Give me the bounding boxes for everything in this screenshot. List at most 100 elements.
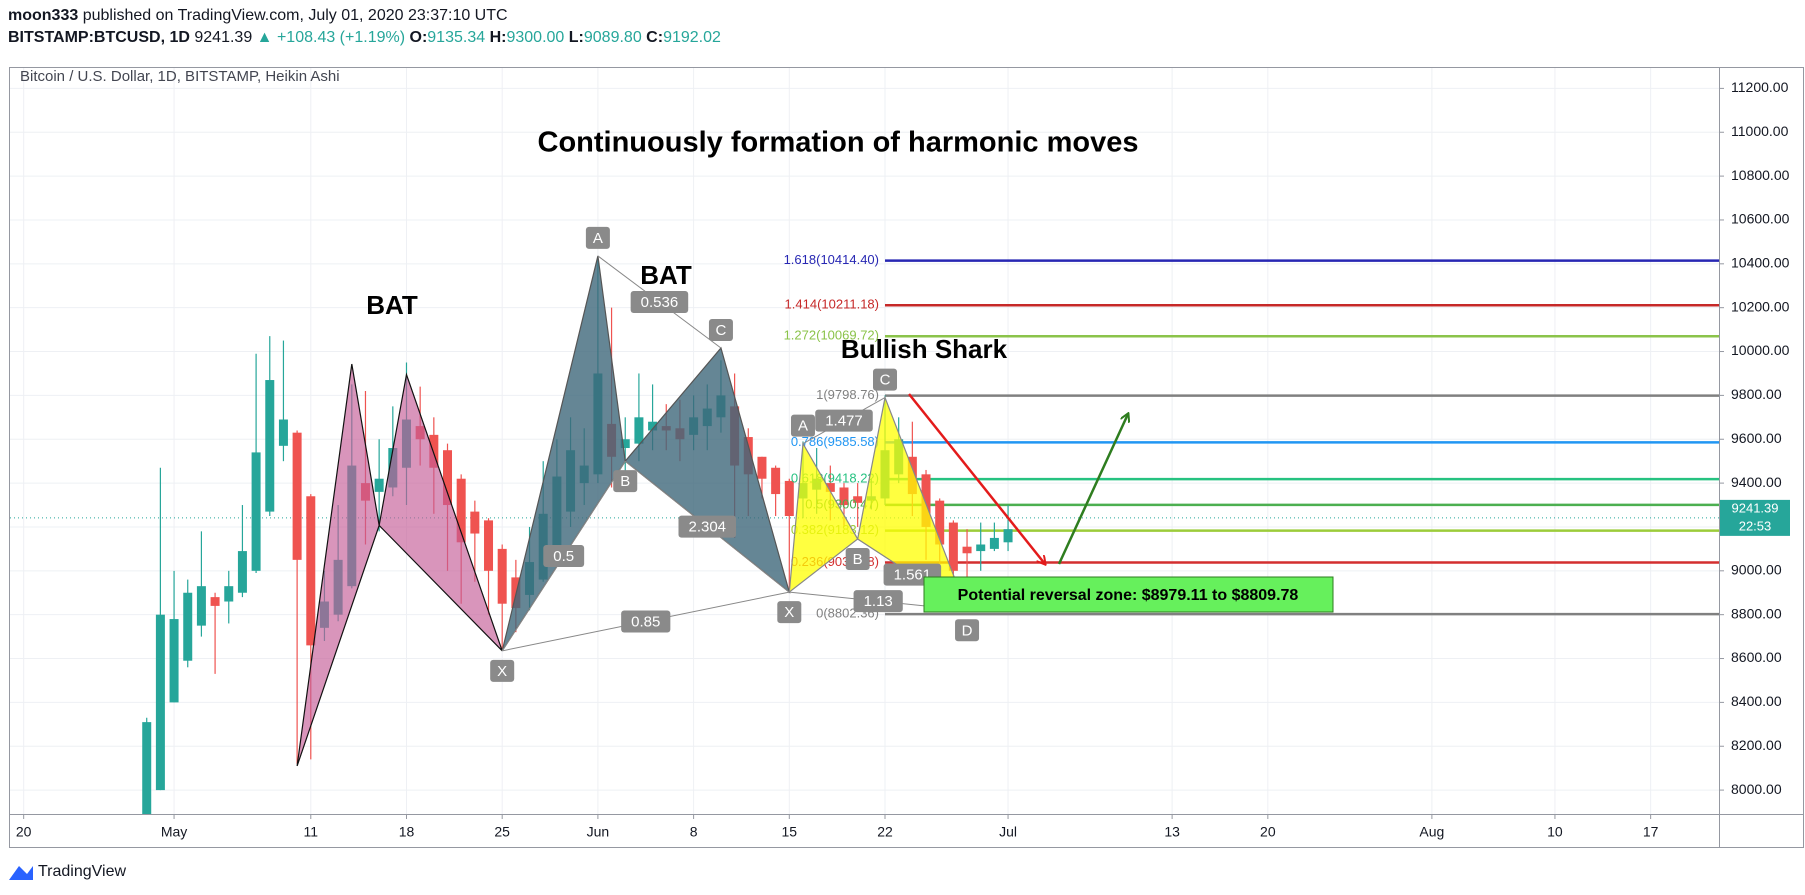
point-label: X [497, 663, 507, 680]
candle-body [484, 520, 494, 571]
ratio-tag: 1.477 [815, 409, 873, 432]
y-tick-label: 10200.00 [1731, 298, 1790, 314]
overlay: 1.618(10414.40) 1.414(10211.18) 1.272(1006… [296, 226, 1334, 767]
legend: Bitcoin / U.S. Dollar, 1D, BITSTAMP, Hei… [20, 68, 340, 85]
fib-label: 1(9798.76) [816, 387, 879, 402]
candle-body [169, 619, 179, 703]
prz-label: Potential reversal zone: $8979.11 to $88… [958, 587, 1299, 604]
candle-body [443, 450, 453, 506]
candle-body [497, 548, 507, 604]
y-tick-label: 8400.00 [1731, 693, 1782, 709]
ratio-tag: 0.85 [621, 610, 671, 633]
logo-icon [9, 866, 33, 880]
candle-body [155, 614, 165, 791]
candle-body [251, 452, 261, 571]
last: 9241.39 [194, 29, 252, 46]
candle-body [470, 511, 480, 534]
y-tick-label: 8800.00 [1731, 605, 1782, 621]
ratio-label: 1.13 [864, 593, 893, 610]
header-line-1: moon333 published on TradingView.com, Ju… [8, 7, 508, 24]
price-tag-countdown: 22:53 [1739, 518, 1772, 533]
y-tick-label: 9000.00 [1731, 562, 1782, 578]
ratio-label: 1.477 [825, 413, 863, 430]
ohlc-value: 9089.80 [584, 29, 642, 46]
header-line-2: BITSTAMP:BTCUSD, 1D 9241.39 ▲ +108.43 (+… [8, 29, 721, 46]
ratio-box [630, 290, 689, 313]
candle-body [825, 483, 835, 492]
y-tick-label: 8000.00 [1731, 781, 1782, 797]
candle-body [237, 551, 247, 593]
ratio-tag: 0.536 [630, 290, 689, 313]
symbol: BITSTAMP:BTCUSD, 1D [8, 29, 190, 46]
red-arrow [908, 393, 1045, 564]
ratio-box [621, 610, 671, 633]
candle-body [989, 537, 999, 549]
price-tag [1720, 499, 1790, 536]
x-tick-label: May [161, 824, 187, 840]
x-tick-label: Jul [999, 824, 1017, 840]
y-tick-label: 11000.00 [1731, 123, 1789, 139]
candle-body [784, 480, 794, 516]
ratio-label: 0.85 [631, 613, 660, 630]
green-arrow [1057, 414, 1128, 565]
candle-body [853, 496, 863, 503]
ratio-tag: 0.5 [543, 545, 585, 568]
pattern-name: BAT [366, 290, 418, 320]
candle-body [1003, 529, 1013, 543]
point-box [490, 659, 515, 682]
prz-box [923, 576, 1334, 613]
ratio-box [815, 409, 873, 432]
x-tick-label: Jun [587, 824, 610, 840]
author: moon333 [8, 7, 78, 24]
candle-body [771, 467, 781, 495]
x-tick-label: 20 [16, 824, 32, 840]
x-tick-label: 18 [399, 824, 415, 840]
candle-body [306, 496, 316, 646]
candle-body [935, 500, 945, 545]
point-label: C [716, 322, 727, 339]
candle-body [183, 592, 193, 661]
pattern-triangle [788, 441, 859, 594]
y-tick-label: 9600.00 [1731, 430, 1782, 446]
point-box [873, 368, 898, 391]
y-tick-label: 10400.00 [1731, 255, 1790, 271]
candle-body [839, 487, 849, 506]
candle-body [292, 432, 302, 560]
ratio-box [678, 515, 737, 538]
candle-body [210, 597, 220, 606]
point-box [585, 226, 610, 249]
y-tick-label: 11200.00 [1731, 79, 1789, 95]
candle-body [429, 434, 439, 468]
ohlc-label: L: [569, 29, 584, 46]
y-tick-label: 9800.00 [1731, 386, 1782, 402]
x-tick-label: 22 [877, 824, 893, 840]
x-tick-label: 8 [690, 824, 698, 840]
candle-body [196, 586, 206, 626]
x-tick-label: 25 [494, 824, 510, 840]
ratio-box [543, 545, 585, 568]
candle-body [948, 522, 958, 571]
y-tick-label: 10000.00 [1731, 342, 1790, 358]
ohlc-label: C: [646, 29, 663, 46]
point-label: B [853, 551, 863, 568]
ohlc-value: 9192.02 [663, 29, 721, 46]
price-tag-label: 9241.39 [1732, 500, 1779, 515]
axes: 8000.00 8200.00 8400.00 8600.00 8800.00 9000.… [16, 79, 1790, 840]
point-label: A [798, 418, 808, 435]
point-label: B [620, 473, 630, 490]
x-tick-label: 20 [1260, 824, 1276, 840]
point-box [708, 319, 733, 342]
point-label: C [880, 372, 891, 389]
pattern-name: BAT [640, 260, 692, 290]
candle-body [620, 439, 630, 449]
ohlc-label: O: [410, 29, 428, 46]
y-tick-label: 8200.00 [1731, 737, 1782, 753]
point-box [845, 548, 870, 571]
point-box [613, 470, 638, 493]
chart-title: Continuously formation of harmonic moves [538, 127, 1139, 159]
candle-body [374, 478, 384, 492]
pattern-name: Bullish Shark [841, 334, 1008, 364]
pattern-triangle [296, 363, 380, 767]
